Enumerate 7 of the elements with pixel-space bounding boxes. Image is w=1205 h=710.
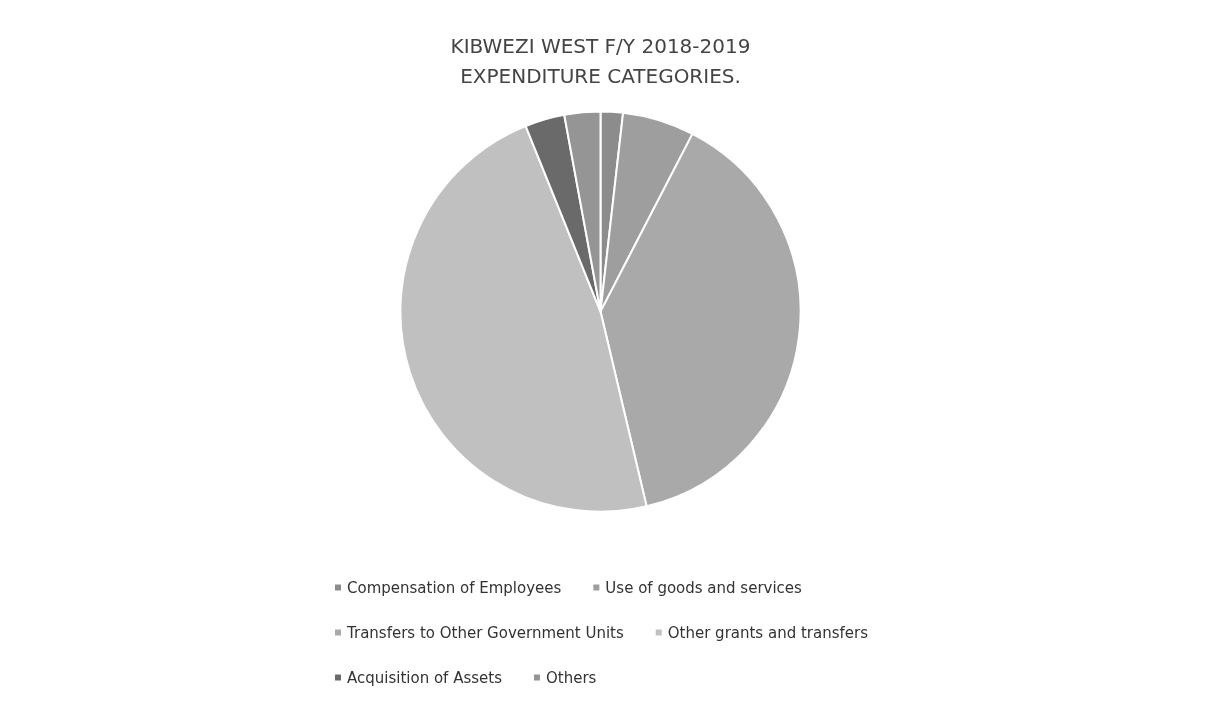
chart-title: KIBWEZI WEST F/Y 2018-2019 EXPENDITURE CATEGORIES. [450,34,751,88]
legend-label: Compensation of Employees [347,578,562,597]
legend-label: Other grants and transfers [667,623,869,642]
legend-label: Others [545,668,597,687]
legend-label: Transfers to Other Government Units [346,623,624,642]
legend-label: Use of goods and services [605,578,803,597]
legend-label: Acquisition of Assets [347,668,503,687]
